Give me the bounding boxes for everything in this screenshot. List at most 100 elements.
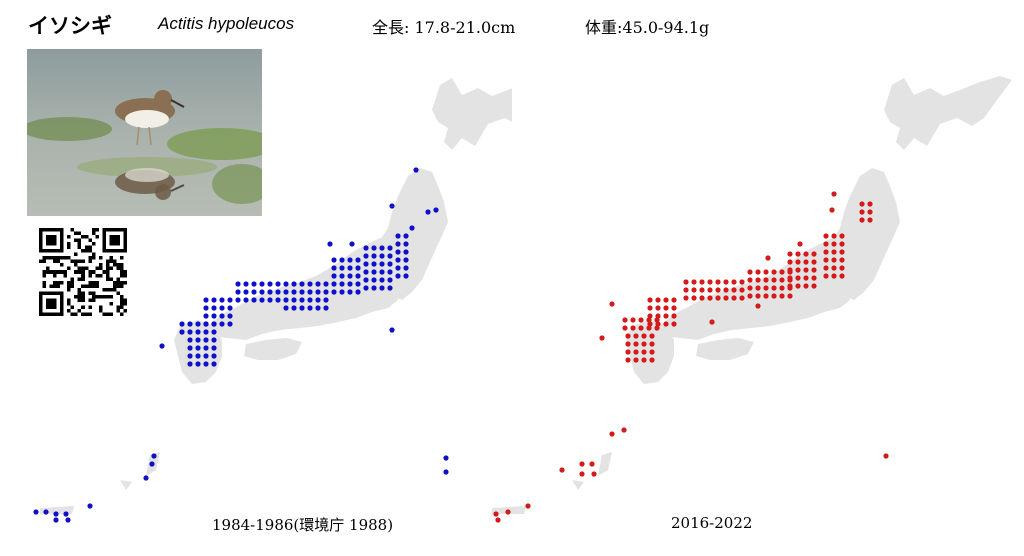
occurrence-dot (747, 277, 753, 283)
occurrence-dot (811, 251, 817, 257)
occurrence-dot (379, 245, 385, 251)
occurrence-dot (403, 233, 409, 239)
occurrence-dot (654, 317, 660, 323)
occurrence-dot (795, 251, 801, 257)
occurrence-dot (387, 277, 393, 283)
occurrence-dot (211, 337, 217, 343)
qr-code-icon[interactable] (37, 228, 129, 316)
occurrence-dot (195, 337, 201, 343)
occurrence-dot (655, 305, 661, 311)
occurrence-dot (371, 277, 377, 283)
occurrence-dot (654, 325, 660, 331)
occurrence-dot (641, 357, 647, 363)
occurrence-dot (621, 427, 627, 433)
occurrence-dot (307, 305, 313, 311)
occurrence-dot (755, 277, 761, 283)
occurrence-dot (355, 257, 361, 263)
occurrence-dot (859, 217, 865, 223)
occurrence-dot (795, 259, 801, 265)
occurrence-dot (291, 305, 297, 311)
occurrence-dot (831, 257, 837, 263)
occurrence-dot (259, 289, 265, 295)
occurrence-dot (211, 353, 217, 359)
land-region (174, 320, 222, 384)
occurrence-dot (349, 241, 355, 247)
occurrence-dot (219, 313, 225, 319)
occurrence-dot (699, 279, 705, 285)
occurrence-dot (211, 361, 217, 367)
occurrence-dot (331, 265, 337, 271)
occurrence-dot (671, 297, 677, 303)
occurrence-dot (425, 209, 431, 215)
occurrence-dot (646, 317, 652, 323)
occurrence-dot (739, 279, 745, 285)
occurrence-dot (867, 209, 873, 215)
occurrence-dot (663, 313, 669, 319)
occurrence-dot (379, 285, 385, 291)
occurrence-dot (755, 293, 761, 299)
occurrence-dot (747, 269, 753, 275)
occurrence-dot (633, 333, 639, 339)
occurrence-dot (395, 241, 401, 247)
occurrence-dot (299, 305, 305, 311)
occurrence-dot (663, 297, 669, 303)
occurrence-dot (363, 269, 369, 275)
occurrence-dot (755, 285, 761, 291)
occurrence-dot (731, 287, 737, 293)
occurrence-dot (823, 249, 829, 255)
occurrence-dot (787, 293, 793, 299)
occurrence-dot (859, 209, 865, 215)
occurrence-dot (609, 301, 615, 307)
occurrence-dot (291, 289, 297, 295)
occurrence-dot (243, 281, 249, 287)
occurrence-dot (203, 329, 209, 335)
occurrence-dot (599, 335, 605, 341)
occurrence-dot (387, 285, 393, 291)
occurrence-dot (622, 317, 628, 323)
occurrence-dot (403, 249, 409, 255)
occurrence-dot (299, 281, 305, 287)
bird-photo (27, 49, 262, 216)
occurrence-dot (251, 289, 257, 295)
occurrence-dot (259, 297, 265, 303)
occurrence-dot (443, 455, 449, 461)
occurrence-dot (795, 267, 801, 273)
occurrence-dot (187, 329, 193, 335)
occurrence-dot (363, 285, 369, 291)
occurrence-dot (363, 261, 369, 267)
occurrence-dot (299, 297, 305, 303)
occurrence-dot (765, 255, 771, 261)
occurrence-dot (641, 333, 647, 339)
occurrence-dot (622, 325, 628, 331)
occurrence-dot (195, 361, 201, 367)
occurrence-dot (53, 511, 59, 517)
occurrence-dot (307, 297, 313, 303)
occurrence-dot (591, 471, 597, 477)
occurrence-dot (211, 297, 217, 303)
occurrence-dot (283, 297, 289, 303)
occurrence-dot (379, 277, 385, 283)
occurrence-dot (443, 469, 449, 475)
occurrence-dot (663, 321, 669, 327)
occurrence-dot (739, 287, 745, 293)
occurrence-dot (395, 273, 401, 279)
occurrence-dot (811, 259, 817, 265)
occurrence-dot (371, 269, 377, 275)
occurrence-dot (771, 277, 777, 283)
occurrence-dot (195, 353, 201, 359)
occurrence-dot (811, 267, 817, 273)
occurrence-dot (211, 329, 217, 335)
occurrence-dot (355, 289, 361, 295)
occurrence-dot (831, 273, 837, 279)
occurrence-dot (403, 265, 409, 271)
body-length: 全長: 17.8-21.0cm (372, 18, 516, 37)
occurrence-dot (323, 281, 329, 287)
occurrence-dot (387, 269, 393, 275)
occurrence-dot (403, 273, 409, 279)
occurrence-dot (787, 275, 793, 281)
occurrence-dot (187, 353, 193, 359)
occurrence-dot (409, 225, 415, 231)
occurrence-dot (371, 285, 377, 291)
occurrence-dot (87, 503, 93, 509)
occurrence-dot (795, 275, 801, 281)
